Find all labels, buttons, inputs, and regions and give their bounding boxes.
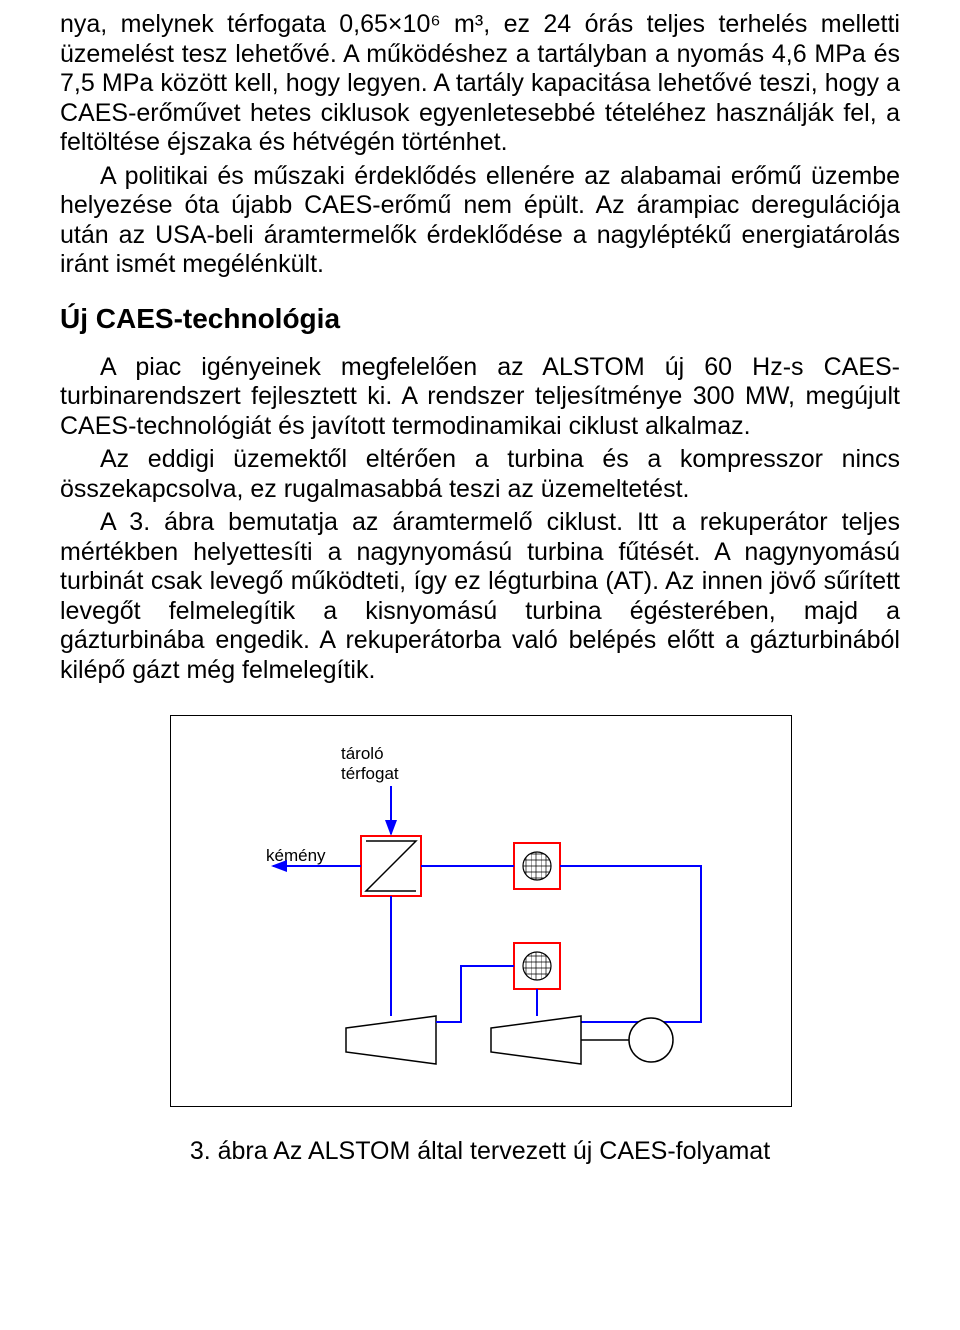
figure-3: tároló térfogat kémény AT GT G xyxy=(170,715,790,1167)
paragraph-3: A piac igényeinek megfelelően az ALSTOM … xyxy=(60,353,900,442)
burner-2-icon xyxy=(523,952,551,980)
generator-circle xyxy=(629,1018,673,1062)
pipe-gt-exhaust-loop xyxy=(560,866,701,1022)
section-heading: Új CAES-technológia xyxy=(60,302,900,335)
paragraph-2: A politikai és műszaki érdeklődés ellené… xyxy=(60,162,900,280)
figure-3-box: tároló térfogat kémény AT GT G xyxy=(170,715,792,1107)
pipe-at-to-burner2 xyxy=(436,966,514,1022)
paragraph-1: nya, melynek térfogata 0,65×10⁶ m³, ez 2… xyxy=(60,10,900,158)
paragraph-5: A 3. ábra bemutatja az áramtermelő ciklu… xyxy=(60,508,900,685)
turbine-at xyxy=(346,1016,436,1064)
burner-1-icon xyxy=(523,852,551,880)
diagram-svg xyxy=(171,716,791,1106)
figure-3-caption: 3. ábra Az ALSTOM által tervezett új CAE… xyxy=(170,1137,790,1167)
paragraph-4: Az eddigi üzemektől eltérően a turbina é… xyxy=(60,445,900,504)
turbine-gt xyxy=(491,1016,581,1064)
